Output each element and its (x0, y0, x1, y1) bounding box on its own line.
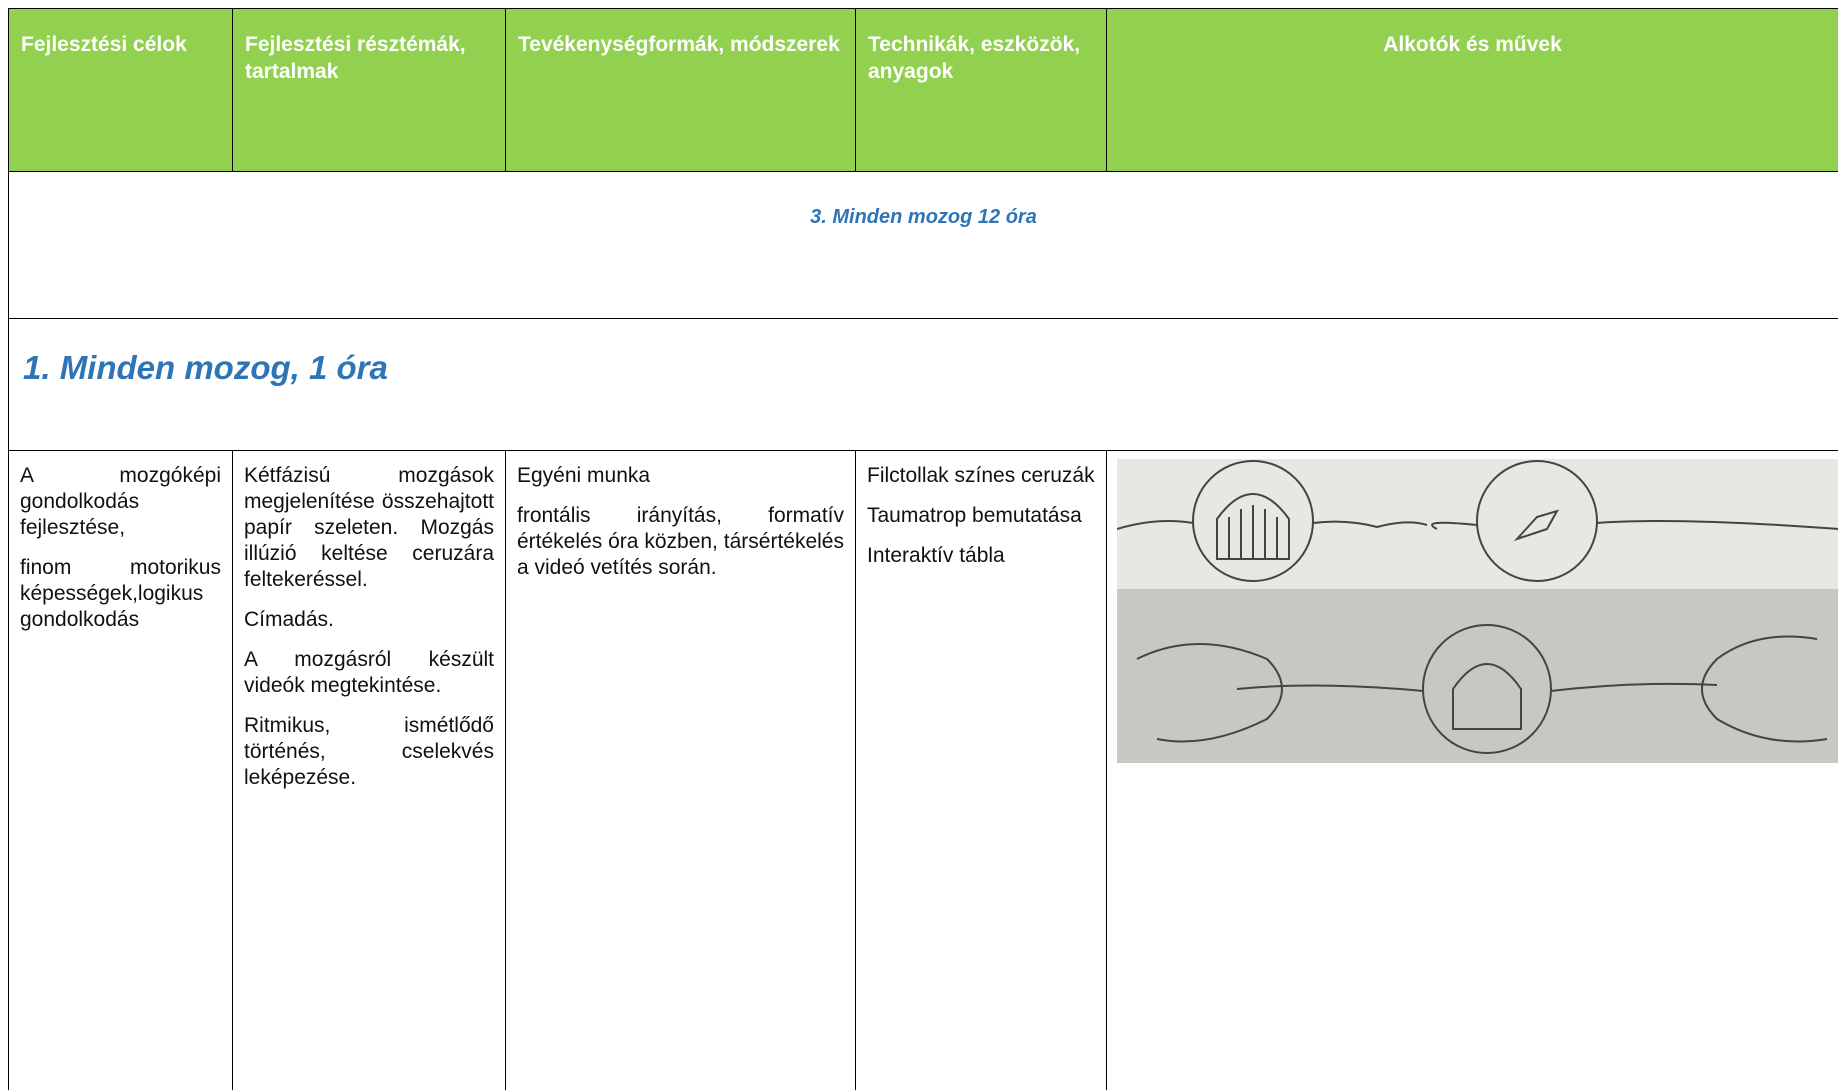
cell-paragraph: Ritmikus, ismétlődő történés, cselekvés … (244, 714, 494, 789)
section-title: 3. Minden mozog 12 óra (8, 171, 1838, 318)
body-cell: Egyéni munka frontális irányítás, formatí… (505, 450, 855, 1090)
thaumatrope-illustration (1117, 459, 1838, 763)
cell-paragraph: frontális irányítás, formatív értékelés … (517, 504, 844, 579)
header-cell: Technikák, eszközök, anyagok (855, 8, 1106, 171)
lesson-title: 1. Minden mozog, 1 óra (8, 318, 1838, 450)
cell-paragraph: A mozgásról készült videók megtekintése. (244, 648, 494, 697)
header-cell: Fejlesztési célok (8, 8, 232, 171)
header-cell: Tevékenységformák, módszerek (505, 8, 855, 171)
cell-paragraph: finom motorikus képességek,logikus gondo… (20, 556, 221, 631)
cell-paragraph: A mozgóképi gondolkodás fejlesztése, (20, 464, 221, 539)
body-cell: Kétfázisú mozgások megjelenítése összeha… (232, 450, 505, 1090)
cell-paragraph: Kétfázisú mozgások megjelenítése összeha… (244, 464, 494, 591)
cell-paragraph: Taumatrop bemutatása (867, 504, 1082, 527)
image-shade (1117, 589, 1838, 763)
body-cell: A mozgóképi gondolkodás fejlesztése, fino… (8, 450, 232, 1090)
cell-paragraph: Címadás. (244, 608, 334, 631)
header-cell: Alkotók és művek (1106, 8, 1838, 171)
drawing (1117, 460, 1838, 754)
image-cell (1106, 450, 1838, 1090)
cell-paragraph: Filctollak színes ceruzák (867, 464, 1095, 487)
cell-paragraph: Egyéni munka (517, 464, 651, 487)
body-cell: Filctollak színes ceruzák Taumatrop bemut… (855, 450, 1106, 1090)
header-cell: Fejlesztési résztémák, tartalmak (232, 8, 505, 171)
cell-paragraph: Interaktív tábla (867, 544, 1005, 567)
